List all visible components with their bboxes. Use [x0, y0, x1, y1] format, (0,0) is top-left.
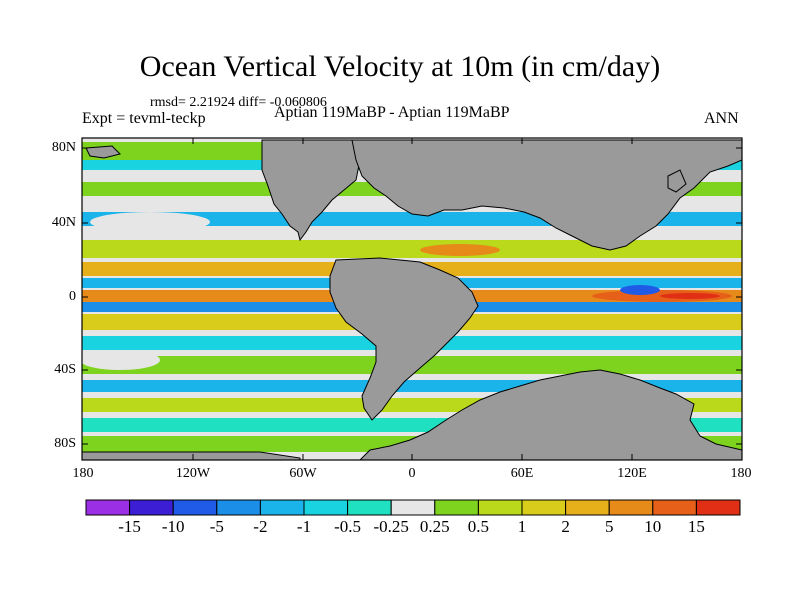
colorbar-label-7: 0.25	[419, 517, 450, 536]
colorbar-label-12: 10	[644, 517, 662, 536]
band-north-tropics	[82, 240, 742, 258]
colorbar-box-4	[259, 499, 305, 516]
land-arctic-island	[85, 145, 121, 159]
land-masses	[82, 139, 742, 460]
colorbar-box-10	[521, 499, 567, 516]
colorbar-label-4: -1	[296, 517, 312, 536]
map-field	[82, 138, 742, 460]
case-label: Aptian 119MaBP - Aptian 119MaBP	[274, 104, 510, 121]
lon-tick-120e: 120E	[617, 466, 647, 481]
colorbar-box-5	[303, 499, 349, 516]
axis-ticks	[82, 138, 742, 460]
colorbar-label-11: 5	[604, 517, 614, 536]
patch-neutral-south-pacific	[82, 350, 160, 370]
colorbar-box-3	[216, 499, 261, 516]
lon-tick-180w: 180	[72, 466, 94, 481]
colorbar-label-9: 1	[517, 517, 527, 536]
experiment-label: Expt = tevml-teckp	[82, 110, 206, 127]
colorbar-box-7	[390, 499, 436, 516]
lat-tick-80n: 80N	[51, 140, 76, 155]
colorbar-label-3: -2	[253, 517, 268, 536]
colorbar-box-12	[608, 499, 654, 516]
colorbar-label-6: -0.25	[373, 517, 409, 536]
map-title: Ocean Vertical Velocity at 10m (in cm/da…	[139, 50, 661, 83]
colorbar-box-14	[695, 499, 741, 516]
lat-tick-0: 0	[69, 289, 76, 304]
land-eurasia	[351, 139, 742, 251]
hotspot-strong-upwelling	[660, 293, 720, 299]
land-north-america	[261, 139, 361, 242]
colorbar	[85, 499, 741, 516]
lon-tick-60w: 60W	[289, 466, 317, 481]
colorbar-box-1	[129, 499, 174, 516]
lat-tick-80s: 80S	[54, 436, 76, 451]
colorbar-label-2: -5	[209, 517, 224, 536]
lat-tick-40s: 40S	[54, 362, 76, 377]
colorbar-box-0	[85, 499, 131, 516]
lon-tick-180e: 180	[730, 466, 752, 481]
colorbar-label-10: 2	[561, 517, 570, 536]
colorbar-box-6	[347, 499, 392, 516]
colorbar-box-11	[565, 499, 610, 516]
land-antarctic-peninsula	[82, 451, 301, 460]
land-south-america-africa	[329, 257, 479, 421]
colorbar-label-8: 0.5	[467, 517, 490, 536]
land-east-asia-island	[667, 169, 687, 193]
land-antarctica-australia	[359, 369, 742, 460]
colorbar-label-5: -0.5	[334, 517, 362, 536]
colorbar-box-2	[172, 499, 218, 516]
lon-tick-120w: 120W	[175, 466, 211, 481]
colorbar-label-0: -15	[118, 517, 141, 536]
colorbar-box-9	[477, 499, 523, 516]
lon-tick-60e: 60E	[510, 466, 534, 481]
colorbar-box-8	[434, 499, 479, 516]
stats-line: rmsd= 2.21924 diff= -0.060806	[150, 95, 327, 110]
patch-neutral-north-pacific	[90, 212, 210, 232]
colorbar-label-1: -10	[161, 517, 185, 536]
hotspot-downwelling-pacific	[620, 285, 660, 295]
lat-tick-40n: 40N	[51, 215, 76, 230]
season-label: ANN	[704, 110, 739, 127]
lon-tick-0: 0	[408, 466, 416, 481]
colorbar-label-13: 15	[687, 517, 705, 536]
colorbar-box-13	[652, 499, 697, 516]
hotspot-upwelling-tethys	[420, 244, 500, 256]
